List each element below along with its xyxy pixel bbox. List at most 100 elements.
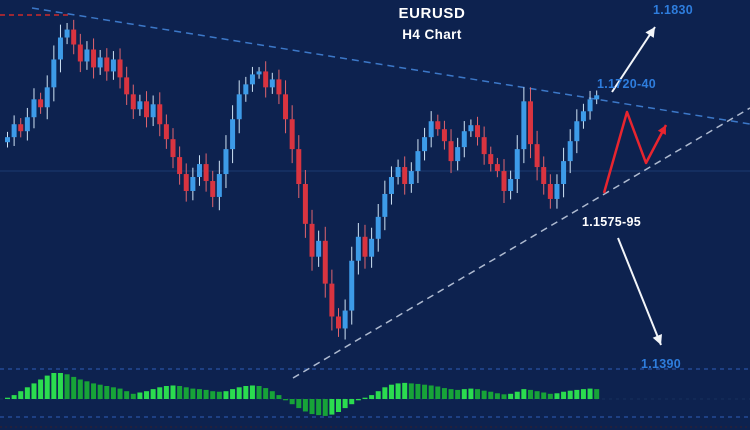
- price-target-label-lower: 1.1390: [641, 357, 682, 371]
- oscillator-bar: [243, 386, 249, 399]
- candle-body: [223, 149, 229, 175]
- candle-body: [441, 129, 447, 142]
- candle-body: [183, 174, 189, 191]
- oscillator-bar: [514, 391, 520, 399]
- candle-body: [51, 59, 57, 88]
- candle-body: [124, 77, 130, 95]
- candle-body: [481, 137, 487, 155]
- candle-body: [84, 49, 90, 62]
- oscillator-bar: [177, 386, 183, 399]
- arrowhead-icon: [657, 125, 666, 135]
- candle-body: [110, 59, 116, 72]
- candle-body: [587, 99, 593, 112]
- oscillator-bar: [481, 390, 487, 399]
- oscillator-bar: [455, 389, 461, 399]
- oscillator-bar: [157, 387, 163, 399]
- oscillator-bar: [494, 393, 500, 399]
- candle-body: [283, 94, 289, 120]
- oscillator-bar: [587, 388, 593, 399]
- candle-body: [117, 59, 123, 78]
- oscillator-bar: [31, 383, 37, 399]
- oscillator-bar: [296, 399, 302, 409]
- candle-body: [527, 101, 533, 145]
- oscillator-bar: [441, 388, 447, 399]
- candle-body: [428, 121, 434, 138]
- chart-symbol-title: EURUSD: [398, 5, 466, 22]
- candle-body: [554, 184, 560, 199]
- oscillator-bar: [24, 387, 30, 399]
- candle-body: [170, 139, 176, 158]
- oscillator-bar: [283, 399, 289, 401]
- candle-body: [521, 101, 527, 150]
- oscillator-bar: [415, 383, 421, 399]
- support-zone-label: 1.1575-95: [582, 215, 641, 229]
- candle-body: [163, 124, 169, 140]
- oscillator-bar: [276, 395, 282, 399]
- candle-body: [190, 177, 196, 191]
- oscillator-bar: [461, 389, 467, 399]
- candle-body: [547, 184, 553, 199]
- oscillator-bar: [422, 384, 428, 399]
- oscillator-bar: [11, 395, 17, 399]
- oscillator-bar: [196, 389, 202, 399]
- candle-body: [31, 99, 37, 118]
- oscillator-bar: [554, 393, 560, 399]
- chart-timeframe-label: H4 Chart: [402, 27, 462, 42]
- candle-body: [594, 95, 600, 100]
- oscillator-bar: [249, 385, 255, 399]
- oscillator-bar: [501, 394, 507, 399]
- oscillator-bar: [71, 376, 77, 399]
- candle-body: [508, 179, 514, 191]
- candle-body: [64, 29, 70, 38]
- arrowhead-icon: [652, 334, 662, 345]
- candle-body: [322, 240, 328, 284]
- oscillator-bar: [488, 391, 494, 399]
- oscillator-bar: [117, 388, 123, 399]
- oscillator-bar: [329, 399, 335, 415]
- oscillator-bar: [5, 397, 10, 399]
- oscillator-bar: [534, 391, 540, 399]
- oscillator-bar: [541, 392, 547, 399]
- candle-body: [488, 154, 494, 165]
- candle-body: [256, 71, 262, 75]
- oscillator-bar: [144, 391, 150, 399]
- oscillator-bar: [316, 399, 322, 416]
- oscillator-bar: [448, 389, 454, 399]
- candle-body: [375, 216, 381, 239]
- oscillator-bar: [183, 387, 189, 399]
- candle-body: [468, 125, 474, 132]
- candle-body: [38, 99, 44, 108]
- oscillator-bar: [402, 382, 408, 399]
- oscillator-bar: [130, 393, 136, 399]
- candle-body: [249, 74, 255, 85]
- candle-body: [541, 167, 547, 184]
- oscillator-bar: [395, 383, 401, 399]
- oscillator-bar: [110, 387, 116, 399]
- candle-body: [514, 149, 520, 180]
- candle-body: [24, 117, 30, 132]
- candle-body: [104, 57, 110, 72]
- oscillator-bar: [375, 391, 381, 399]
- candle-body: [422, 137, 428, 152]
- target-arrow-down: [617, 237, 662, 346]
- oscillator-bar: [382, 387, 388, 399]
- candle-body: [11, 124, 17, 138]
- oscillator-bar: [369, 395, 375, 399]
- oscillator-bar: [580, 389, 586, 399]
- oscillator-bar: [468, 388, 474, 399]
- oscillator-bar: [435, 386, 441, 399]
- candle-body: [5, 137, 10, 143]
- candle-body: [57, 37, 63, 60]
- candle-body: [309, 223, 315, 257]
- oscillator-bar: [91, 383, 97, 399]
- oscillator-bar: [150, 389, 156, 399]
- candle-body: [77, 44, 83, 62]
- oscillator-bar: [223, 391, 229, 399]
- candle-body: [534, 144, 540, 168]
- candle-body: [157, 104, 163, 125]
- descending-trendline: [31, 7, 750, 125]
- candle-body: [395, 167, 401, 178]
- candle-body: [216, 174, 222, 197]
- candle-body: [243, 84, 249, 95]
